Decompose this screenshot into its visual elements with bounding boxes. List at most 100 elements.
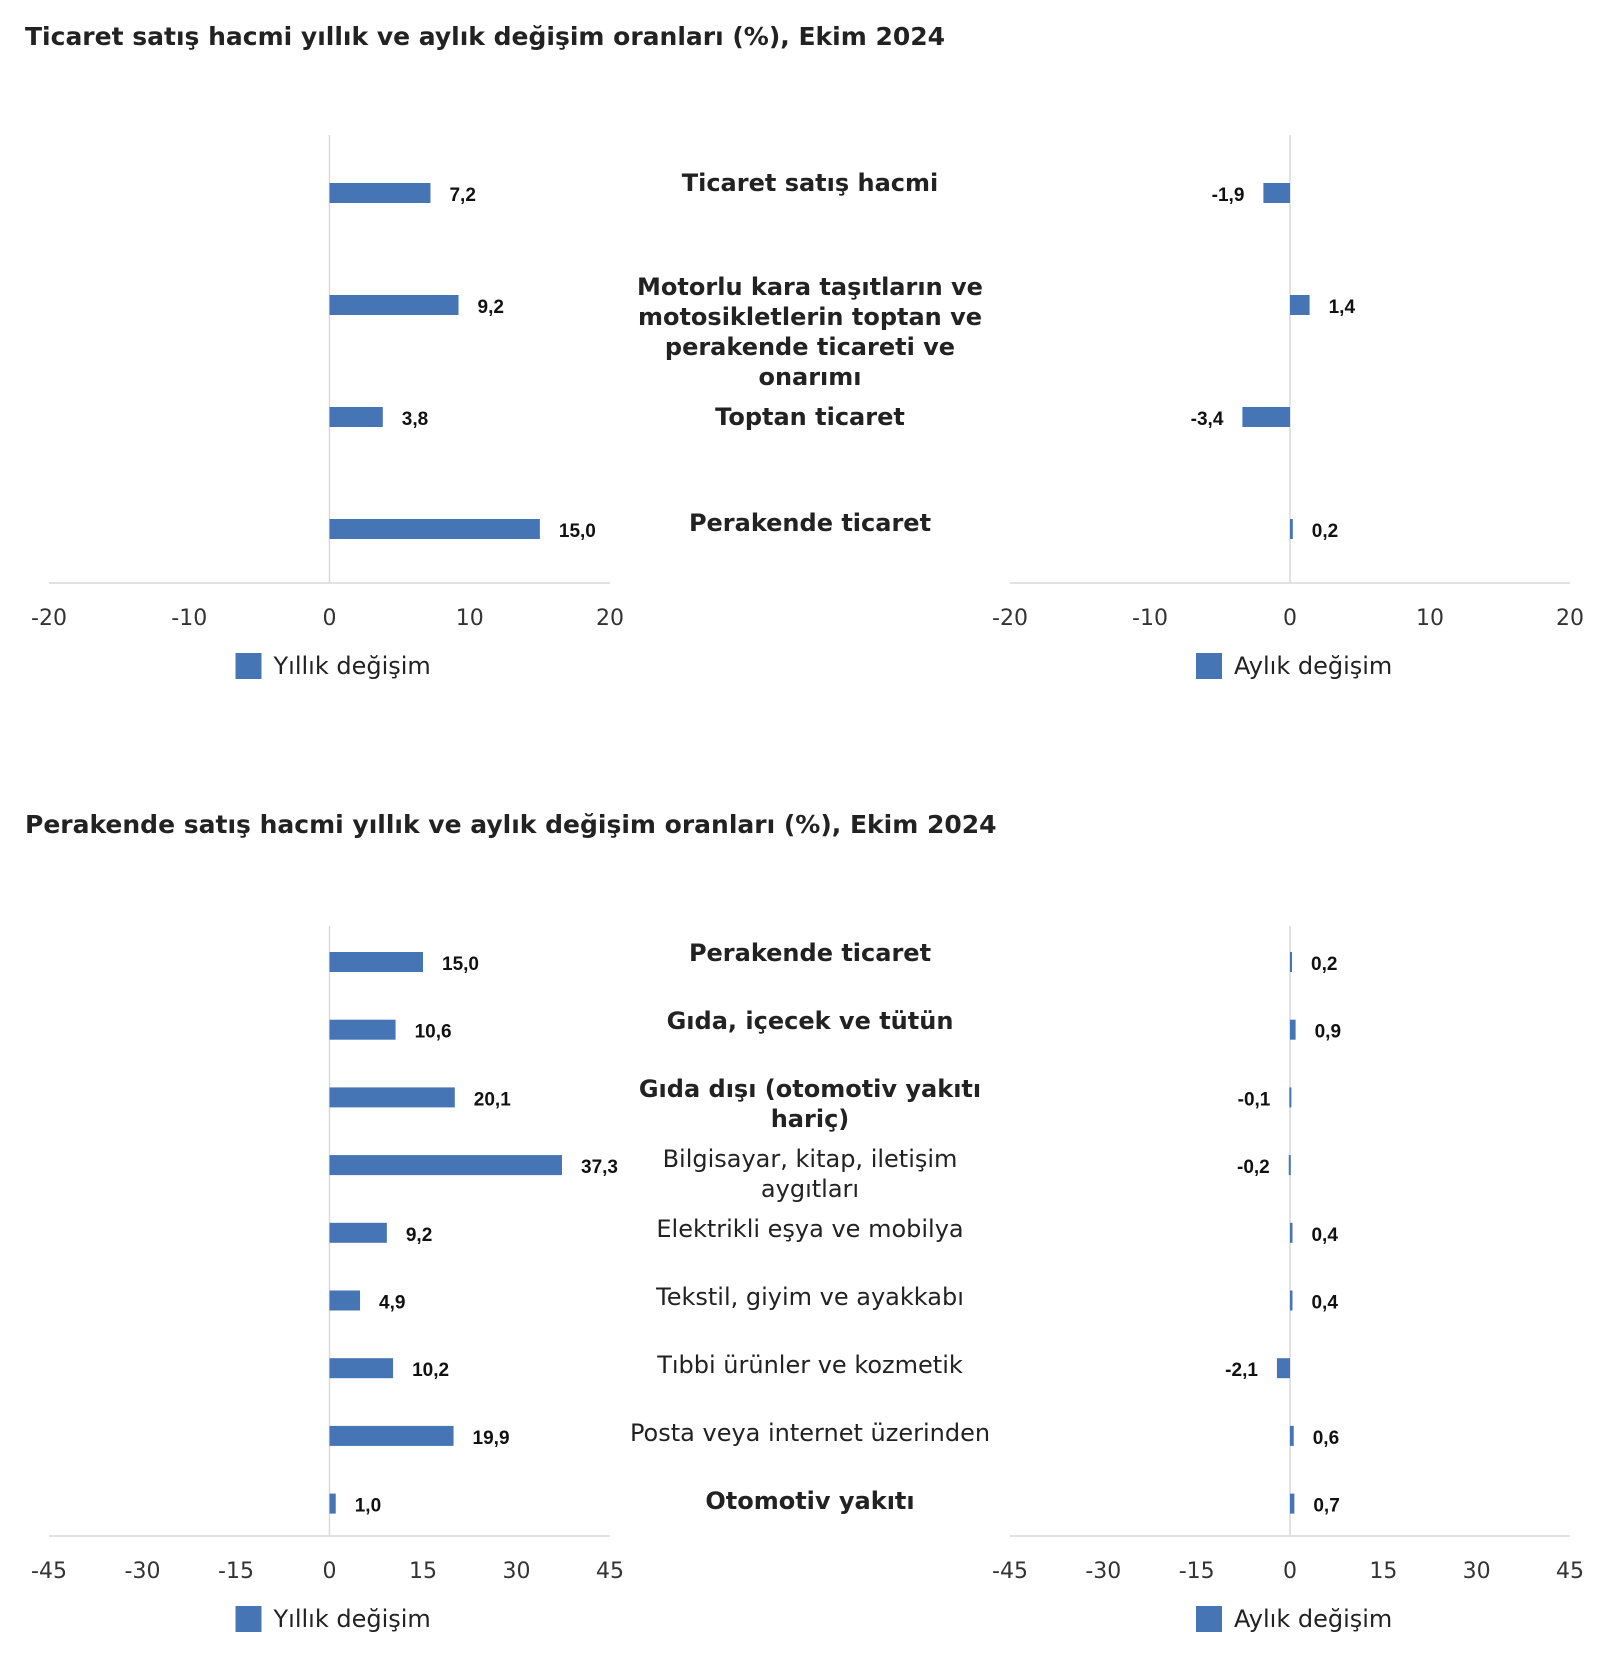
- tick-label: 30: [503, 1559, 531, 1584]
- data-label: 19,9: [473, 1428, 510, 1449]
- data-label: 15,0: [559, 521, 596, 542]
- category-label: Elektrikli eşya ve mobilya: [656, 1215, 964, 1243]
- bar: [1290, 952, 1292, 972]
- category-label: Ticaret satış hacmi: [681, 169, 939, 197]
- data-label: 10,6: [415, 1022, 452, 1043]
- legend-swatch: [235, 1606, 262, 1632]
- bar: [1290, 1222, 1293, 1243]
- category-label: Bilgisayar, kitap, iletişim aygıtları: [662, 1145, 958, 1203]
- bar: [329, 1019, 396, 1040]
- data-label: 10,2: [412, 1360, 449, 1381]
- bar: [329, 295, 459, 315]
- category-label: Perakende ticaret: [688, 509, 932, 537]
- data-label: -0,1: [1238, 1089, 1271, 1110]
- category-label: Toptan ticaret: [715, 403, 905, 431]
- category-label: Tekstil, giyim ve ayakkabı: [656, 1283, 964, 1311]
- data-label: 0,2: [1311, 954, 1337, 975]
- bar: [1242, 407, 1290, 427]
- bar: [1290, 1425, 1294, 1446]
- tick-label: -15: [1179, 1559, 1215, 1584]
- data-label: 0,4: [1311, 1293, 1338, 1314]
- category-label: Posta veya internet üzerinden: [629, 1419, 991, 1447]
- tick-label: 20: [596, 606, 624, 631]
- data-label: 3,8: [402, 409, 428, 430]
- tick-label: -10: [171, 606, 207, 631]
- data-label: 7,2: [449, 185, 475, 206]
- tick-label: -20: [992, 606, 1028, 631]
- bar: [1290, 295, 1310, 315]
- data-label: 1,4: [1329, 297, 1356, 318]
- data-label: 0,9: [1315, 1022, 1341, 1043]
- tick-label: -15: [218, 1559, 254, 1584]
- legend-label: Yıllık değişim: [273, 652, 431, 680]
- bar: [1289, 1087, 1292, 1108]
- tick-label: 45: [1556, 1559, 1584, 1584]
- data-label: -2,1: [1225, 1360, 1258, 1381]
- bar: [329, 1425, 454, 1446]
- tick-label: 0: [1283, 606, 1297, 631]
- category-label: Gıda, içecek ve tütün: [666, 1007, 954, 1035]
- bar: [329, 407, 383, 427]
- bar: [329, 1222, 387, 1243]
- tick-label: 30: [1463, 1559, 1491, 1584]
- bar: [1290, 1290, 1293, 1311]
- category-label: Motorlu kara taşıtların ve motosikletler…: [637, 273, 983, 391]
- tick-label: 0: [1283, 1559, 1297, 1584]
- data-label: 1,0: [355, 1496, 381, 1517]
- legend-swatch: [1196, 653, 1222, 679]
- legend-label: Yıllık değişim: [273, 1605, 431, 1633]
- tick-label: -30: [1085, 1559, 1121, 1584]
- category-label: Tıbbi ürünler ve kozmetik: [657, 1351, 963, 1379]
- bar: [1263, 183, 1290, 203]
- tick-label: -30: [125, 1559, 161, 1584]
- legend-label: Aylık değişim: [1234, 1605, 1392, 1633]
- data-label: -0,2: [1237, 1157, 1270, 1178]
- category-label: Perakende ticaret: [688, 939, 932, 967]
- bar: [1288, 1155, 1291, 1176]
- data-label: 0,6: [1313, 1428, 1339, 1449]
- tick-label: 20: [1556, 606, 1584, 631]
- bar: [1276, 1358, 1290, 1379]
- data-label: 20,1: [474, 1089, 511, 1110]
- tick-label: -20: [31, 606, 67, 631]
- data-label: 0,2: [1312, 521, 1338, 542]
- data-label: -1,9: [1212, 185, 1245, 206]
- tick-label: 10: [1416, 606, 1444, 631]
- tick-label: 0: [323, 606, 337, 631]
- data-label: -3,4: [1191, 409, 1224, 430]
- category-label: Gıda dışı (otomotiv yakıtı hariç): [638, 1075, 982, 1133]
- category-label: Otomotiv yakıtı: [705, 1487, 915, 1515]
- bar: [329, 519, 540, 539]
- bar: [1290, 519, 1293, 539]
- bar: [329, 1087, 455, 1108]
- tick-label: 15: [1369, 1559, 1397, 1584]
- bar: [1290, 1019, 1296, 1040]
- legend-swatch: [1196, 1606, 1222, 1632]
- data-label: 0,7: [1313, 1496, 1339, 1517]
- bar: [329, 1155, 563, 1176]
- bar: [329, 1493, 336, 1514]
- chart-1-title: Ticaret satış hacmi yıllık ve aylık deği…: [25, 22, 946, 51]
- bar: [1290, 1493, 1295, 1514]
- legend-swatch: [235, 653, 262, 679]
- data-label: 9,2: [406, 1225, 432, 1246]
- tick-label: 15: [409, 1559, 437, 1584]
- bar: [329, 183, 431, 203]
- data-label: 15,0: [442, 954, 479, 975]
- data-label: 9,2: [478, 297, 504, 318]
- tick-label: -45: [31, 1559, 67, 1584]
- tick-label: 0: [323, 1559, 337, 1584]
- bar: [329, 1358, 394, 1379]
- bar: [329, 1290, 361, 1311]
- data-label: 0,4: [1311, 1225, 1338, 1246]
- bar: [329, 952, 423, 972]
- tick-label: 10: [456, 606, 484, 631]
- tick-label: -10: [1132, 606, 1168, 631]
- data-label: 4,9: [379, 1293, 405, 1314]
- data-label: 37,3: [581, 1157, 618, 1178]
- chart-2-title: Perakende satış hacmi yıllık ve aylık de…: [25, 810, 997, 839]
- tick-label: 45: [596, 1559, 624, 1584]
- legend-label: Aylık değişim: [1234, 652, 1392, 680]
- tick-label: -45: [992, 1559, 1028, 1584]
